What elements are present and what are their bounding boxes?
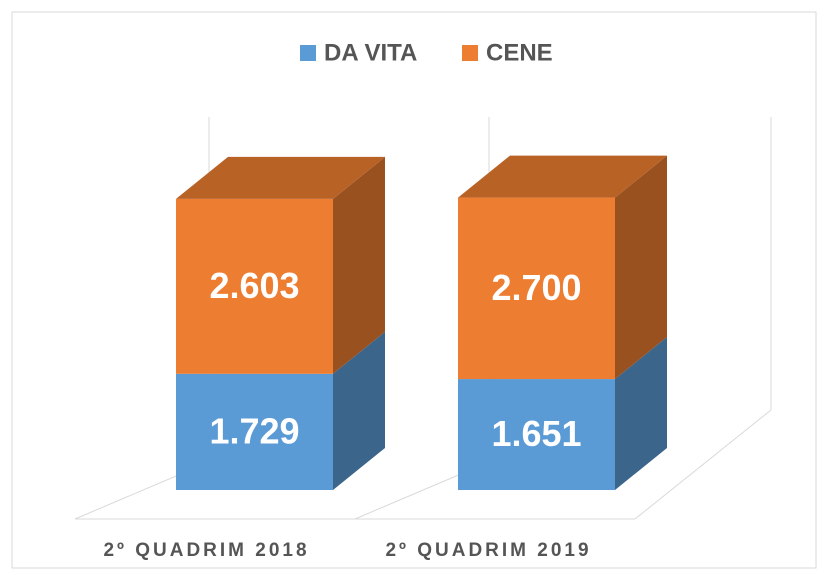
bar-side bbox=[615, 155, 667, 380]
legend-label: CENE bbox=[486, 39, 553, 66]
data-label: 1.729 bbox=[209, 410, 299, 451]
data-label: 1.651 bbox=[491, 413, 581, 454]
data-label: 2.700 bbox=[491, 267, 581, 308]
bar-side bbox=[333, 331, 385, 490]
bar-side bbox=[615, 337, 667, 490]
floor-edge bbox=[634, 409, 772, 520]
legend-swatch bbox=[300, 45, 316, 61]
chart-border bbox=[11, 11, 817, 569]
bar bbox=[176, 373, 333, 490]
legend-label: DA VITA bbox=[324, 39, 417, 66]
bar bbox=[176, 198, 333, 374]
bar bbox=[458, 379, 615, 490]
x-tick-label: 2º QUADRIM 2019 bbox=[385, 540, 591, 561]
bar-side bbox=[333, 156, 385, 374]
legend-swatch bbox=[462, 45, 478, 61]
bar-top bbox=[458, 155, 667, 198]
bar-top bbox=[176, 156, 385, 199]
x-tick-label: 2º QUADRIM 2018 bbox=[103, 540, 309, 561]
bar bbox=[458, 197, 615, 380]
data-label: 2.603 bbox=[209, 265, 299, 306]
